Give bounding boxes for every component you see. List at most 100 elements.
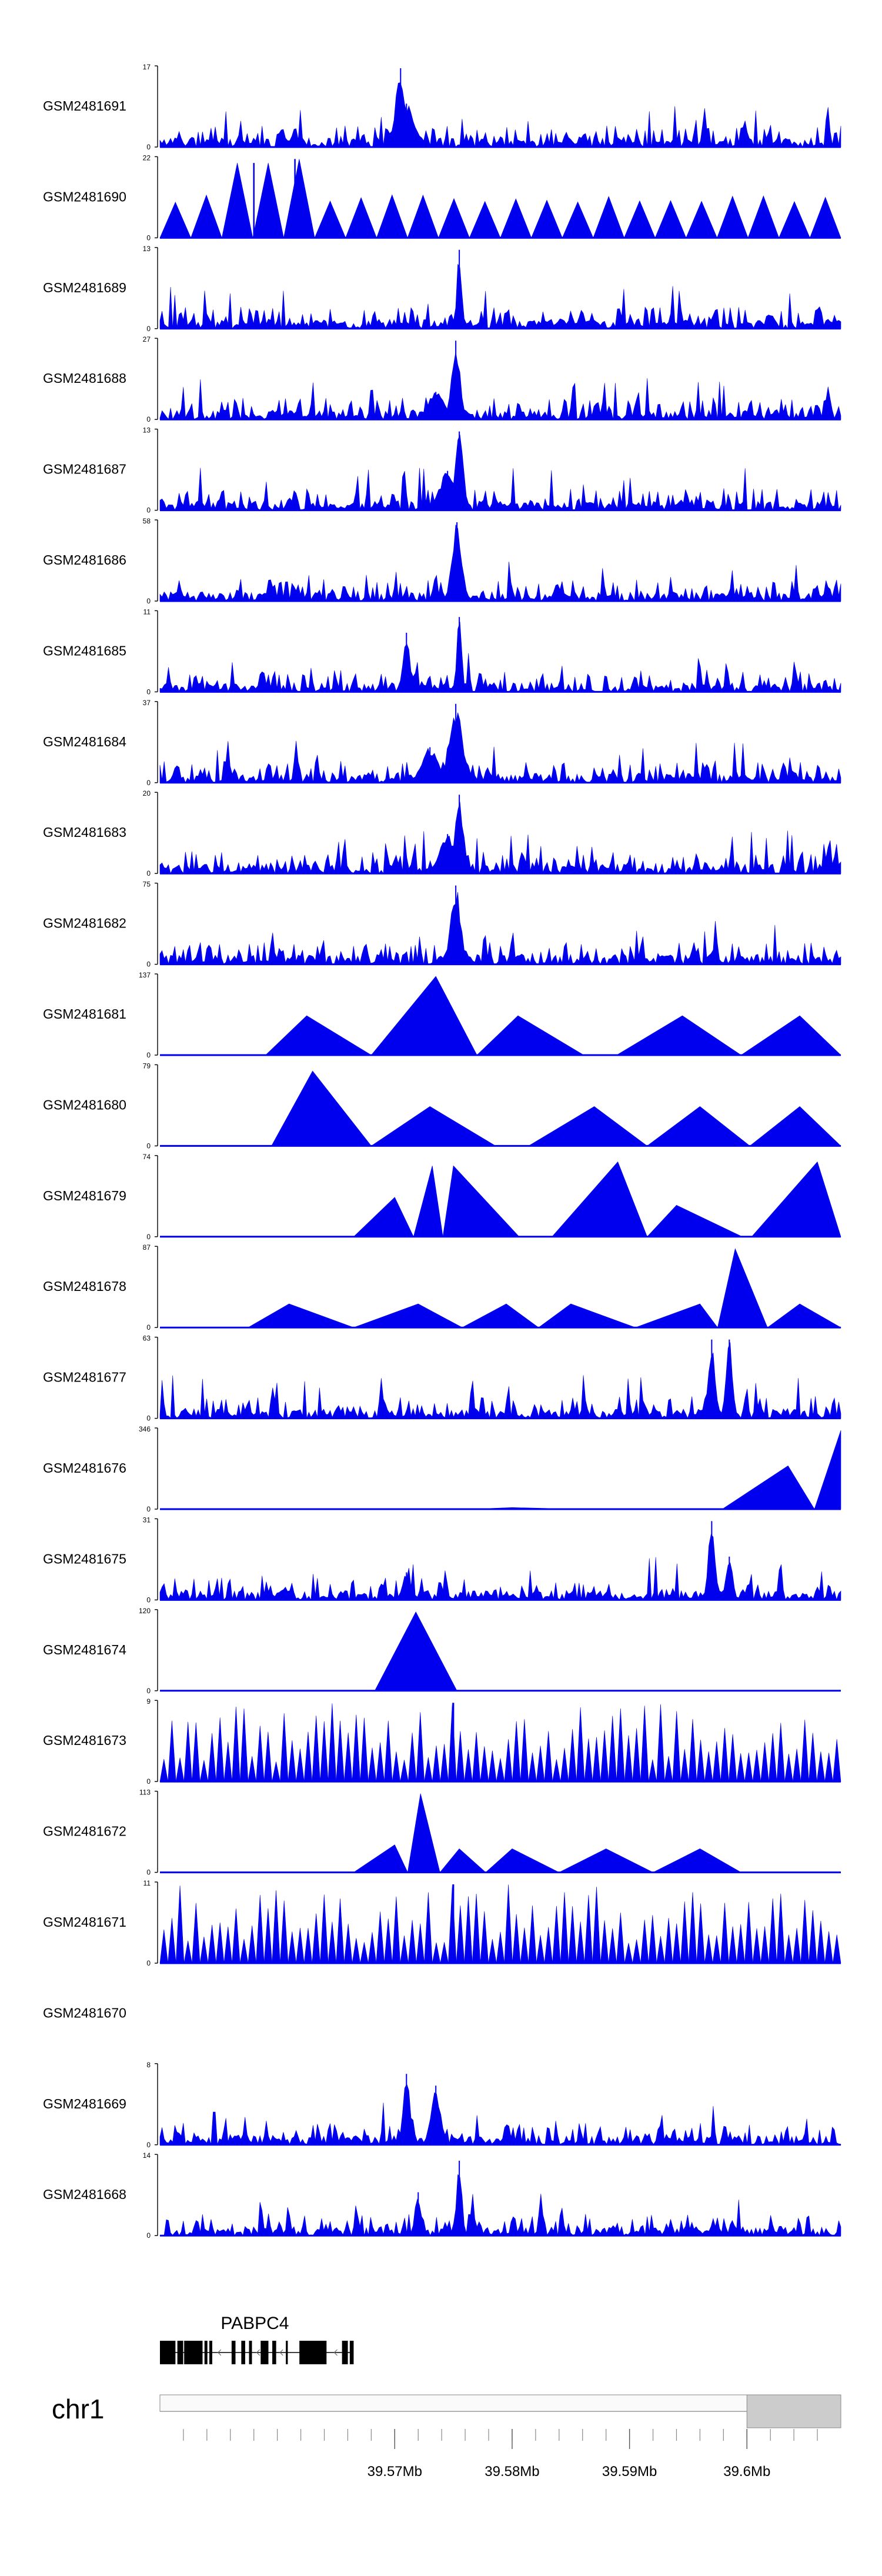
y-max-label: 75 bbox=[143, 880, 151, 889]
coverage-spike bbox=[800, 1720, 809, 1782]
coverage-spike bbox=[392, 1896, 401, 1964]
y-min-label: 0 bbox=[146, 1233, 151, 1241]
track-GSM2481669: GSM2481669 8 0 bbox=[43, 2061, 841, 2149]
coverage-spike bbox=[424, 1892, 433, 1964]
track-GSM2481686: GSM2481686 58 0 bbox=[43, 517, 841, 605]
coverage-spike bbox=[728, 1734, 737, 1782]
coverage-peak bbox=[439, 1848, 486, 1873]
coverage-spike bbox=[816, 1751, 826, 1782]
coverage-spike bbox=[175, 1757, 185, 1782]
coverage-spike bbox=[256, 1726, 265, 1782]
coverage-spike bbox=[792, 1749, 801, 1782]
track-GSM2481673: GSM2481673 9 0 bbox=[43, 1697, 841, 1786]
coverage-area bbox=[159, 524, 841, 602]
coverage-spike bbox=[232, 1706, 240, 1782]
coverage-spike bbox=[392, 1751, 401, 1782]
coverage-spike bbox=[343, 1732, 353, 1782]
coverage-spike bbox=[448, 1703, 457, 1782]
coverage-spike bbox=[536, 1746, 545, 1782]
coverage-spike bbox=[400, 1936, 409, 1964]
coverage-spike bbox=[576, 1707, 585, 1782]
y-min-label: 0 bbox=[146, 869, 151, 877]
coverage-spike bbox=[504, 1739, 513, 1782]
coverage-spike bbox=[440, 1942, 449, 1964]
gene-exon bbox=[241, 2341, 245, 2364]
coverage-spike bbox=[656, 1704, 665, 1782]
coverage-spike bbox=[216, 1717, 225, 1782]
coverage-spike bbox=[816, 1920, 826, 1964]
coverage-spike bbox=[407, 1920, 417, 1964]
track-GSM2481679: GSM2481679 74 0 bbox=[43, 1153, 841, 1241]
track-GSM2481690: GSM2481690 22 0 bbox=[43, 154, 841, 242]
coverage-spike bbox=[416, 1923, 425, 1964]
coverage-spike bbox=[283, 159, 315, 238]
coverage-spike bbox=[704, 1934, 713, 1964]
coverage-area bbox=[159, 2174, 841, 2236]
coverage-spike bbox=[480, 1911, 489, 1964]
coverage-spike bbox=[528, 1905, 537, 1964]
coverage-spike bbox=[560, 1748, 569, 1782]
track-label: GSM2481670 bbox=[43, 2005, 126, 2020]
coverage-area bbox=[159, 1342, 841, 1419]
coverage-spike bbox=[376, 1911, 385, 1964]
coverage-spike bbox=[544, 1731, 553, 1782]
coverage-spike bbox=[592, 1737, 601, 1782]
y-min-label: 0 bbox=[146, 325, 151, 333]
coverage-spike bbox=[654, 200, 687, 238]
coverage-spike bbox=[712, 1935, 721, 1964]
coverage-peak bbox=[717, 1248, 768, 1328]
coverage-spike bbox=[384, 1918, 393, 1964]
y-max-label: 14 bbox=[143, 2151, 151, 2160]
coverage-spike bbox=[376, 194, 408, 238]
coverage-spike bbox=[488, 1750, 497, 1782]
track-GSM2481682: GSM2481682 75 0 bbox=[43, 880, 841, 969]
coverage-spike bbox=[779, 201, 810, 238]
y-min-label: 0 bbox=[146, 1868, 151, 1877]
y-max-label: 58 bbox=[143, 517, 151, 525]
coverage-spike bbox=[680, 1749, 689, 1782]
coverage-spike bbox=[175, 1886, 185, 1964]
coverage-spike bbox=[824, 1753, 833, 1782]
y-min-label: 0 bbox=[146, 597, 151, 605]
coverage-area bbox=[159, 622, 841, 693]
y-min-label: 0 bbox=[146, 1051, 151, 1059]
coverage-spike bbox=[500, 198, 532, 238]
coverage-spike bbox=[576, 1921, 585, 1964]
coverage-spike bbox=[672, 1711, 681, 1782]
y-min-label: 0 bbox=[146, 1687, 151, 1695]
coverage-peak bbox=[353, 1197, 414, 1237]
coverage-spike bbox=[592, 1887, 601, 1964]
coverage-spike bbox=[760, 1926, 769, 1964]
coverage-spike bbox=[531, 199, 563, 238]
coverage-spike bbox=[560, 1892, 569, 1964]
y-min-label: 0 bbox=[146, 1505, 151, 1513]
coverage-spike bbox=[488, 1939, 497, 1964]
coverage-area bbox=[159, 263, 841, 329]
coverage-spike bbox=[640, 1706, 649, 1782]
coverage-spike bbox=[432, 1942, 441, 1964]
track-label: GSM2481669 bbox=[43, 2096, 126, 2111]
coverage-spike bbox=[192, 1722, 201, 1782]
y-max-label: 63 bbox=[143, 1334, 151, 1343]
coverage-spike bbox=[712, 1741, 721, 1782]
y-max-label: 87 bbox=[143, 1243, 151, 1252]
coverage-spike bbox=[320, 1894, 329, 1964]
coverage-peak bbox=[462, 1303, 539, 1328]
track-label: GSM2481681 bbox=[43, 1006, 126, 1022]
coverage-spike bbox=[368, 1747, 377, 1782]
track-GSM2481681: GSM2481681 137 0 bbox=[43, 971, 841, 1059]
y-min-label: 0 bbox=[146, 1596, 151, 1604]
track-label: GSM2481677 bbox=[43, 1370, 126, 1385]
track-GSM2481689: GSM2481689 13 0 bbox=[43, 245, 841, 333]
coverage-peak bbox=[721, 1465, 815, 1510]
coverage-spike bbox=[272, 1890, 280, 1964]
coverage-spike bbox=[248, 1756, 256, 1782]
coverage-spike bbox=[552, 1906, 561, 1964]
coverage-spike bbox=[504, 1884, 513, 1964]
track-label: GSM2481683 bbox=[43, 825, 126, 840]
coverage-spike bbox=[183, 1721, 192, 1782]
y-min-label: 0 bbox=[146, 506, 151, 515]
coverage-spike bbox=[400, 1760, 409, 1782]
gene-exon bbox=[249, 2341, 252, 2364]
